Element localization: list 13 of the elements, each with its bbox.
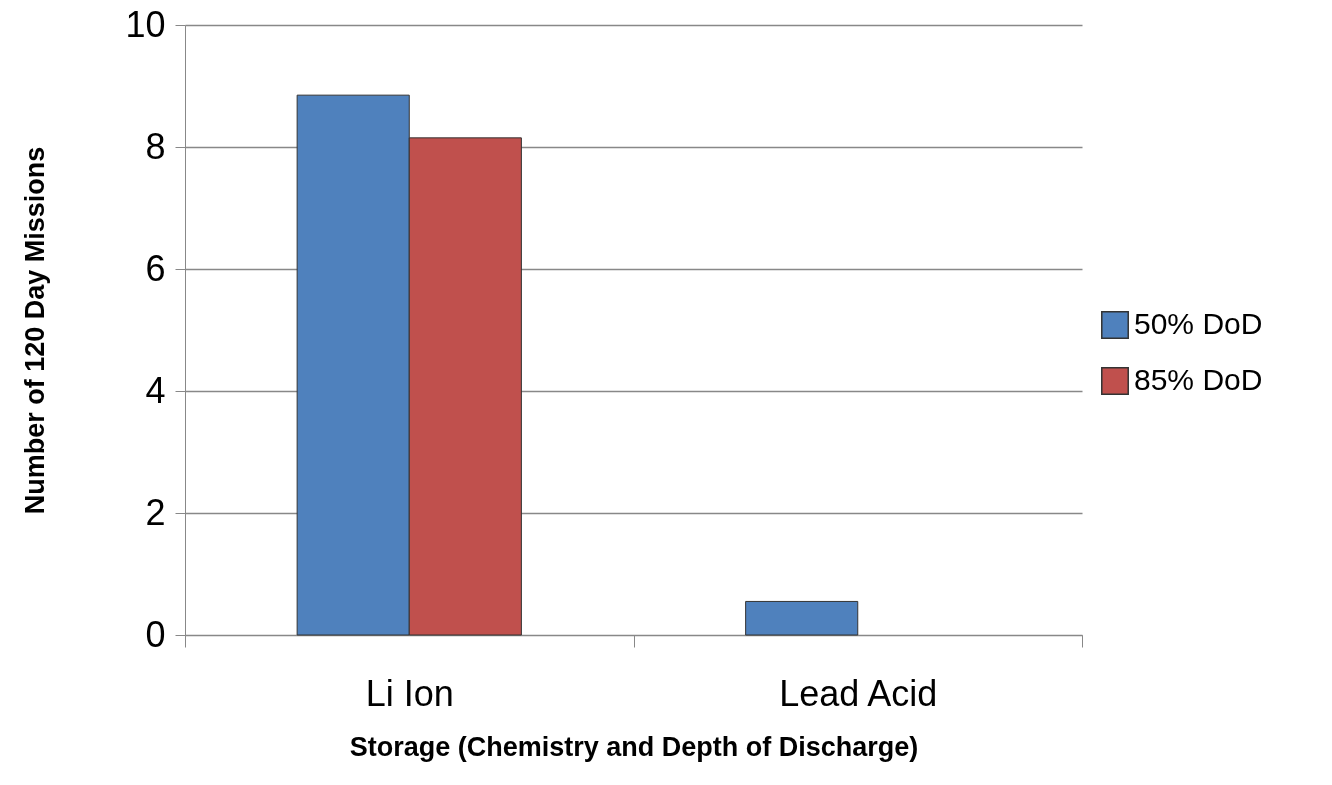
legend-label: 85% DoD <box>1134 363 1263 396</box>
y-tick-label: 6 <box>145 247 166 289</box>
x-tick-label: Lead Acid <box>779 672 938 714</box>
x-tick-label: Li Ion <box>365 672 454 714</box>
legend-label: 50% DoD <box>1134 307 1263 340</box>
y-tick-label: 0 <box>145 613 166 655</box>
y-axis-title: Number of 120 Day Missions <box>20 146 51 515</box>
y-tick-label: 8 <box>145 125 166 167</box>
bar <box>745 600 859 636</box>
x-axis-title: Storage (Chemistry and Depth of Discharge) <box>349 731 919 762</box>
y-tick-label: 4 <box>145 369 166 411</box>
y-tick-label: 10 <box>125 3 166 45</box>
y-tick-label: 2 <box>145 491 166 533</box>
